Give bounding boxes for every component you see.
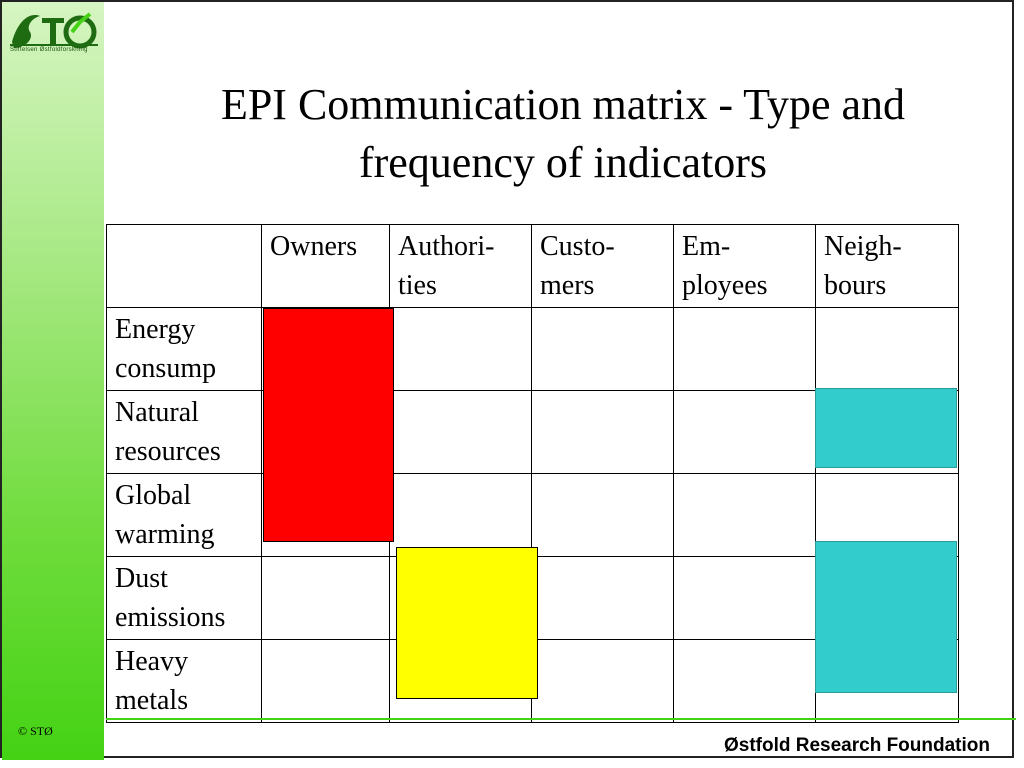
column-header-customers: Custo-mers	[531, 224, 674, 308]
matrix-corner-cell	[106, 224, 262, 308]
table-row: Global warming	[106, 473, 959, 557]
footer-organization: Østfold Research Foundation	[723, 735, 990, 756]
table-cell	[531, 556, 674, 640]
table-cell	[261, 556, 390, 640]
logo-caption: Stiftelsen Østfoldforskning	[10, 47, 88, 53]
copyright-notice: © STØ	[18, 724, 53, 738]
table-cell	[673, 307, 816, 391]
table-cell	[389, 307, 532, 391]
table-cell	[815, 307, 959, 391]
sto-logo-icon	[10, 12, 98, 49]
column-header-employees: Em-ployees	[673, 224, 816, 308]
table-cell	[673, 390, 816, 474]
table-cell	[389, 390, 532, 474]
neighbours-highlight-block-upper	[815, 388, 957, 468]
row-header-natural-resources: Natural resources	[106, 390, 262, 474]
slide-title-line-1: EPI Communication matrix - Type and	[220, 80, 906, 129]
owners-highlight-block	[263, 308, 394, 542]
column-header-neighbours: Neigh-bours	[815, 224, 959, 308]
row-header-energy: Energy consump	[106, 307, 262, 391]
neighbours-highlight-block-lower	[815, 541, 957, 693]
sidebar: Stiftelsen Østfoldforskning © STØ	[2, 2, 104, 760]
authorities-highlight-block	[396, 547, 538, 699]
table-cell	[261, 639, 390, 723]
slide-title-line-2: frequency of indicators	[358, 138, 768, 187]
table-cell	[673, 473, 816, 557]
slide-title: EPI Communication matrix - Type and freq…	[122, 76, 1004, 192]
column-header-owners: Owners	[261, 224, 390, 308]
matrix-header-row: Owners Authori-ties Custo-mers Em-ployee…	[106, 224, 959, 308]
table-cell	[673, 639, 816, 723]
table-cell	[531, 307, 674, 391]
table-cell	[531, 639, 674, 723]
table-cell	[673, 556, 816, 640]
row-header-heavy-metals: Heavy metals	[106, 639, 262, 723]
row-header-global-warming: Global warming	[106, 473, 262, 557]
table-row: Energy consump	[106, 307, 959, 391]
table-cell	[531, 473, 674, 557]
column-header-authorities: Authori-ties	[389, 224, 532, 308]
table-cell	[531, 390, 674, 474]
table-cell	[389, 473, 532, 557]
footer-divider	[106, 718, 1016, 720]
row-header-dust-emissions: Dust emissions	[106, 556, 262, 640]
